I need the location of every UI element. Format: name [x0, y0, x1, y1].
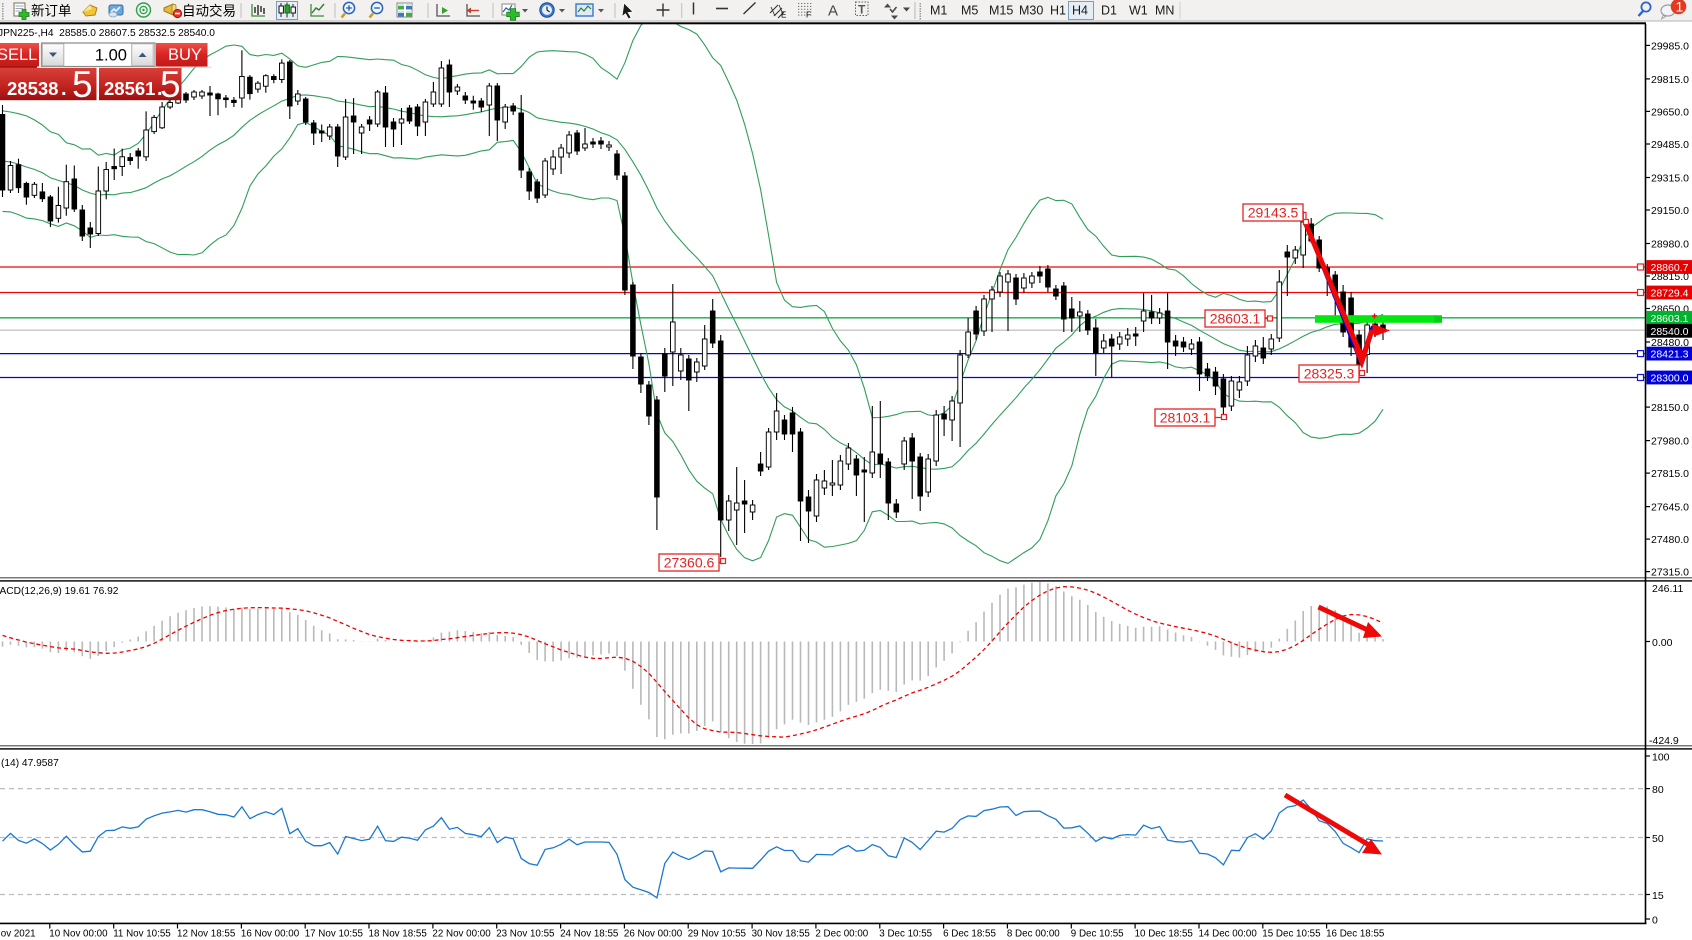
- svg-text:50: 50: [1652, 833, 1664, 845]
- svg-text:MN: MN: [1155, 4, 1174, 18]
- svg-text:28325.3: 28325.3: [1304, 366, 1355, 382]
- svg-text:27315.0: 27315.0: [1651, 567, 1689, 579]
- svg-text:M30: M30: [1019, 4, 1043, 18]
- svg-text:22 Nov 00:00: 22 Nov 00:00: [432, 929, 491, 940]
- svg-text:RSI(14) 47.9587: RSI(14) 47.9587: [0, 758, 59, 769]
- svg-text:80: 80: [1652, 784, 1664, 796]
- svg-text:JPN225-,H4 28585.0 28607.5 28: JPN225-,H4 28585.0 28607.5 28532.5 28540…: [0, 28, 215, 39]
- svg-text:H1: H1: [1050, 4, 1066, 18]
- svg-text:D1: D1: [1101, 4, 1117, 18]
- svg-text:28980.0: 28980.0: [1651, 239, 1689, 251]
- svg-text:29143.5: 29143.5: [1248, 205, 1299, 221]
- svg-text:246.11: 246.11: [1652, 583, 1683, 595]
- svg-text:9 Dec 10:55: 9 Dec 10:55: [1071, 929, 1124, 940]
- svg-text:9 Nov 2021: 9 Nov 2021: [0, 929, 36, 940]
- svg-text:27645.0: 27645.0: [1651, 502, 1689, 514]
- svg-text:.: .: [61, 78, 67, 100]
- svg-text:27980.0: 27980.0: [1651, 436, 1689, 448]
- svg-text:E: E: [781, 11, 786, 20]
- svg-text:A: A: [828, 3, 838, 20]
- svg-text:5: 5: [72, 64, 93, 105]
- svg-text:M15: M15: [989, 4, 1013, 18]
- svg-text:5: 5: [160, 64, 181, 105]
- svg-text:新订单: 新订单: [31, 4, 72, 19]
- svg-text:28103.1: 28103.1: [1160, 410, 1211, 426]
- svg-text:29650.0: 29650.0: [1651, 106, 1689, 118]
- svg-text:3 Dec 10:55: 3 Dec 10:55: [879, 929, 932, 940]
- svg-text:SELL: SELL: [0, 46, 37, 64]
- svg-text:0.00: 0.00: [1652, 637, 1673, 649]
- svg-text:27480.0: 27480.0: [1651, 534, 1689, 546]
- svg-text:28729.4: 28729.4: [1651, 288, 1689, 300]
- svg-text:15 Dec 10:55: 15 Dec 10:55: [1262, 929, 1321, 940]
- svg-text:H4: H4: [1072, 4, 1088, 18]
- svg-text:6 Dec 18:55: 6 Dec 18:55: [943, 929, 996, 940]
- svg-text:27360.6: 27360.6: [664, 555, 715, 571]
- svg-text:0: 0: [1652, 915, 1658, 927]
- svg-text:BUY: BUY: [168, 46, 202, 64]
- svg-text:28150.0: 28150.0: [1651, 402, 1689, 414]
- svg-text:24 Nov 18:55: 24 Nov 18:55: [560, 929, 619, 940]
- svg-text:1.00: 1.00: [95, 47, 127, 65]
- svg-text:28421.3: 28421.3: [1651, 349, 1689, 361]
- svg-text:.: .: [157, 78, 163, 100]
- svg-text:28561: 28561: [104, 78, 155, 99]
- svg-text:28538: 28538: [7, 78, 58, 99]
- svg-text:23 Nov 10:55: 23 Nov 10:55: [496, 929, 555, 940]
- svg-text:29985.0: 29985.0: [1651, 40, 1689, 52]
- svg-text:100: 100: [1652, 752, 1670, 764]
- svg-text:17 Nov 10:55: 17 Nov 10:55: [305, 929, 364, 940]
- svg-text:11 Nov 10:55: 11 Nov 10:55: [113, 929, 171, 940]
- svg-text:M1: M1: [930, 4, 947, 18]
- svg-text:15: 15: [1652, 890, 1664, 902]
- svg-text:MACD(12,26,9) 19.61 76.92: MACD(12,26,9) 19.61 76.92: [0, 586, 119, 597]
- svg-text:-424.9: -424.9: [1649, 735, 1679, 747]
- svg-text:16 Dec 18:55: 16 Dec 18:55: [1326, 929, 1385, 940]
- svg-text:10 Nov 00:00: 10 Nov 00:00: [49, 929, 108, 940]
- svg-text:M5: M5: [961, 4, 978, 18]
- svg-text:28300.0: 28300.0: [1651, 373, 1689, 385]
- svg-text:29315.0: 29315.0: [1651, 173, 1689, 185]
- svg-text:29485.0: 29485.0: [1651, 139, 1689, 151]
- svg-text:28603.1: 28603.1: [1210, 311, 1261, 327]
- svg-text:F: F: [806, 11, 811, 20]
- svg-text:8 Dec 00:00: 8 Dec 00:00: [1007, 929, 1060, 940]
- svg-text:2 Dec 00:00: 2 Dec 00:00: [815, 929, 868, 940]
- svg-text:28603.1: 28603.1: [1651, 313, 1689, 325]
- svg-text:12 Nov 18:55: 12 Nov 18:55: [177, 929, 236, 940]
- svg-text:W1: W1: [1129, 4, 1148, 18]
- svg-text:28815.0: 28815.0: [1651, 271, 1689, 283]
- svg-text:30 Nov 18:55: 30 Nov 18:55: [752, 929, 811, 940]
- svg-text:1: 1: [1676, 0, 1684, 15]
- svg-text:28540.0: 28540.0: [1651, 326, 1689, 338]
- svg-text:16 Nov 00:00: 16 Nov 00:00: [241, 929, 300, 940]
- svg-text:28860.7: 28860.7: [1651, 262, 1689, 274]
- svg-text:自动交易: 自动交易: [182, 3, 236, 19]
- svg-text:T: T: [858, 3, 866, 17]
- svg-text:14 Dec 00:00: 14 Dec 00:00: [1199, 929, 1258, 940]
- svg-text:29 Nov 10:55: 29 Nov 10:55: [688, 929, 747, 940]
- svg-text:26 Nov 00:00: 26 Nov 00:00: [624, 929, 683, 940]
- svg-text:29150.0: 29150.0: [1651, 205, 1689, 217]
- svg-text:27815.0: 27815.0: [1651, 468, 1689, 480]
- svg-text:28480.0: 28480.0: [1651, 337, 1689, 349]
- svg-text:18 Nov 18:55: 18 Nov 18:55: [369, 929, 428, 940]
- svg-text:10 Dec 18:55: 10 Dec 18:55: [1135, 929, 1194, 940]
- svg-text:29815.0: 29815.0: [1651, 74, 1689, 86]
